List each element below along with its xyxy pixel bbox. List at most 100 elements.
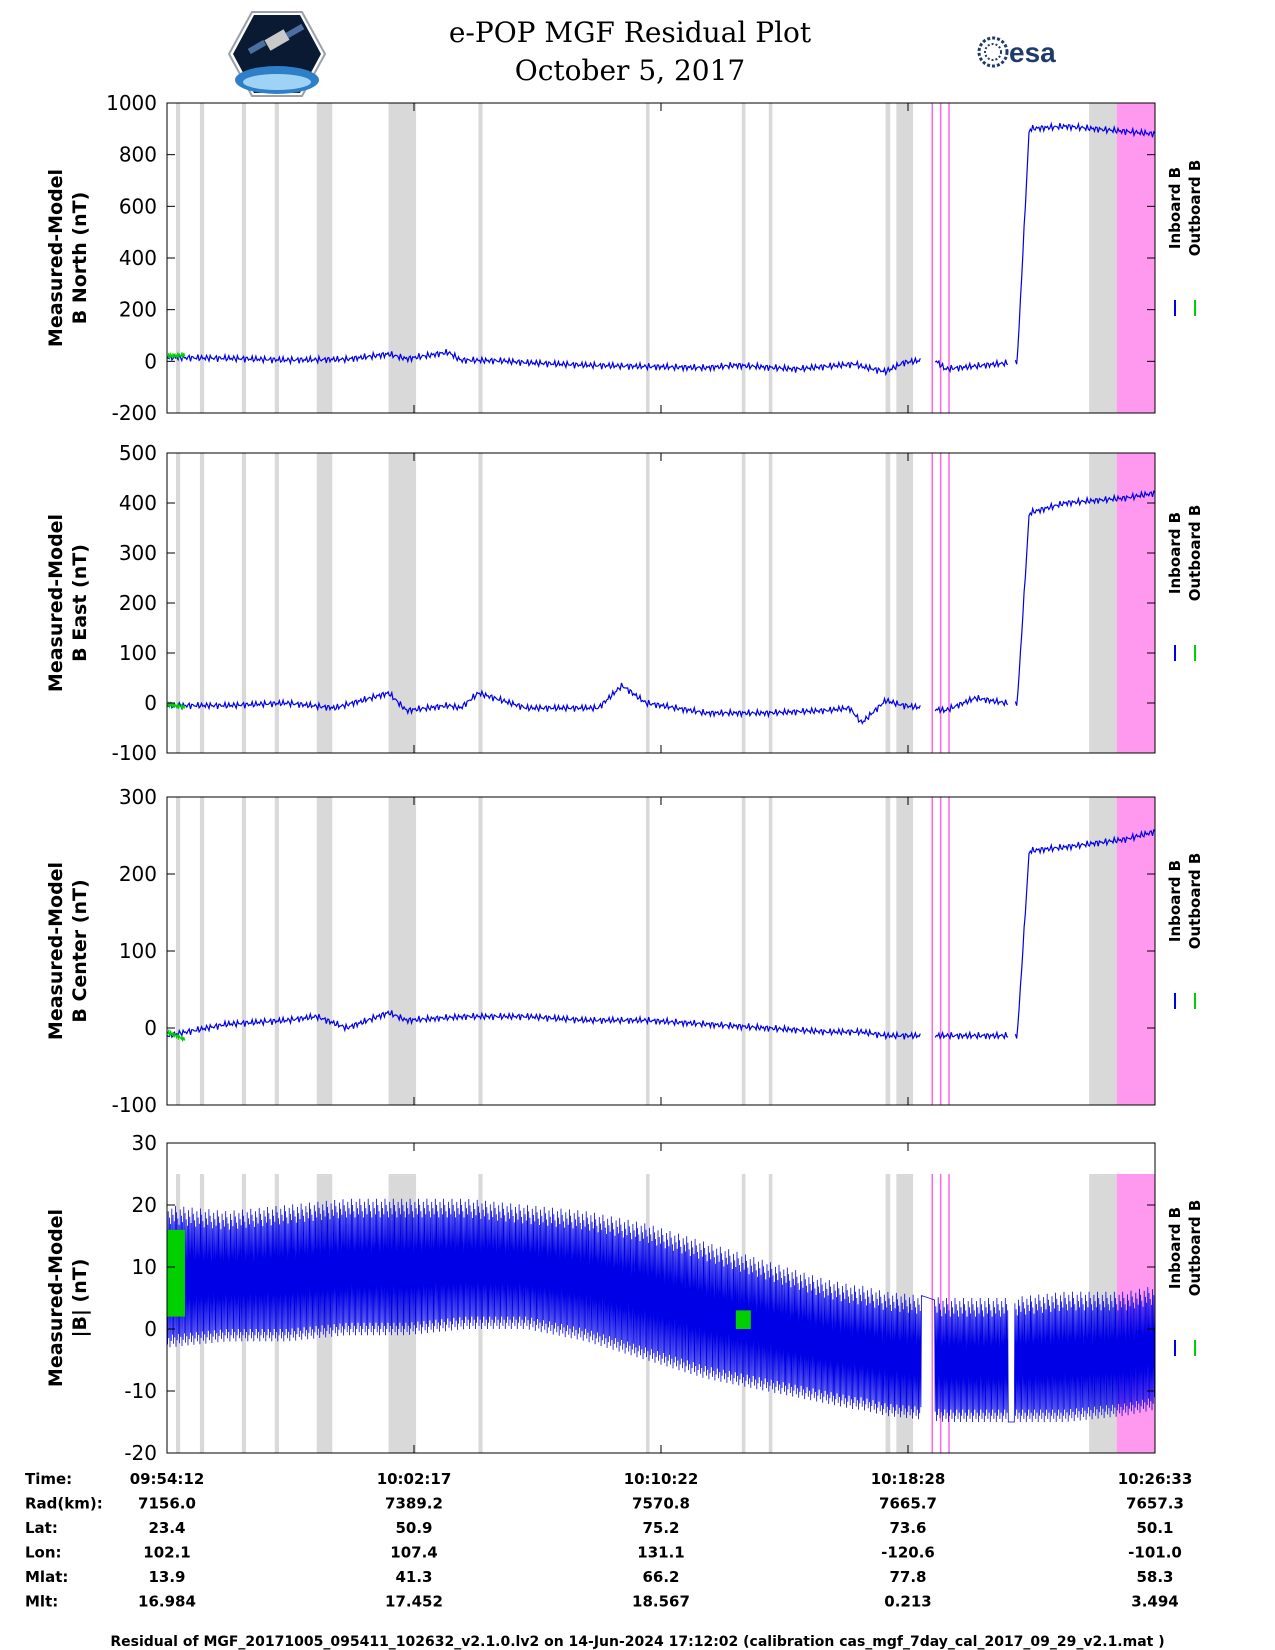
series-line-inboard-b [166, 348, 921, 377]
time-axis-value: 50.1 [1136, 1519, 1173, 1537]
gap-shade [741, 453, 746, 753]
y-tick-label: 600 [119, 194, 157, 218]
gap-shade [1089, 453, 1117, 753]
gap-shade [316, 453, 333, 753]
time-axis-value: 7665.7 [879, 1495, 937, 1513]
gap-shade [175, 453, 181, 753]
time-axis-row-label: Mlat: [25, 1568, 68, 1586]
y-tick-label: 20 [132, 1193, 157, 1217]
esa-logo-wordmark: esa [1009, 37, 1056, 68]
legend-label: Inboard B [1166, 1207, 1184, 1289]
y-axis-label-line: Measured-Model [45, 862, 67, 1040]
time-axis-row-label: Lon: [25, 1544, 62, 1562]
series-line-inboard-b [1014, 121, 1156, 365]
gap-shade [768, 797, 773, 1105]
time-axis-value: 7389.2 [385, 1495, 443, 1513]
series-line-inboard-b [1014, 828, 1156, 1039]
gap-shade [646, 453, 650, 753]
chart-title: e-POP MGF Residual Plot October 5, 2017 [400, 14, 860, 90]
y-axis-label-line: |B| (nT) [69, 1259, 91, 1338]
y-tick-label: 0 [144, 1016, 157, 1040]
gap-shade [316, 103, 333, 413]
panel-4: -20 -10 0 10 20 30 Measured-Model |B| (nT) Inboa… [45, 1131, 1204, 1465]
y-axis-label: Measured-Model B Center (nT) [45, 862, 91, 1040]
time-axis-value: 10:26:33 [1118, 1470, 1193, 1488]
time-axis-value: 107.4 [390, 1544, 437, 1562]
time-axis-value: 18.567 [632, 1593, 690, 1611]
series-line-inboard-b [166, 1010, 921, 1041]
y-tick-label: 100 [119, 641, 157, 665]
gap-shade [241, 103, 247, 413]
y-axis-label: Measured-Model B East (nT) [45, 514, 91, 692]
gap-shade [885, 453, 891, 753]
date-line: October 5, 2017 [514, 54, 746, 87]
y-tick-label: 0 [144, 691, 157, 715]
gap-shade [175, 103, 181, 413]
series-line-inboard-b [934, 1030, 1009, 1041]
series-line-outboard-b [167, 1229, 185, 1317]
gap-shade [478, 103, 483, 413]
y-tick-label: 800 [119, 143, 157, 167]
gap-shade [478, 453, 483, 753]
y-tick-label: 400 [119, 491, 157, 515]
time-axis-value: 41.3 [395, 1568, 432, 1586]
esa-logo: esa [977, 36, 1056, 68]
y-tick-label: 300 [119, 541, 157, 565]
y-tick-label: 200 [119, 298, 157, 322]
legend-label: Outboard B [1186, 1200, 1204, 1297]
panel-2: -100 0 100 200 300 400 500 Measured-Model B East… [45, 441, 1204, 765]
gap-shade [741, 797, 746, 1105]
time-axis-value: 17.452 [385, 1593, 443, 1611]
time-axis-value: 09:54:12 [130, 1470, 205, 1488]
time-axis-value: 58.3 [1136, 1568, 1173, 1586]
time-axis-value: -120.6 [881, 1544, 935, 1562]
time-axis-value: 10:02:17 [377, 1470, 452, 1488]
gap-shade [388, 453, 417, 753]
panel-1: -200 0 200 400 600 800 1000 Measured-Model B Nor… [45, 91, 1204, 425]
gap-shade [274, 453, 279, 753]
time-axis-value: 73.6 [889, 1519, 926, 1537]
gap-shade [478, 797, 483, 1105]
y-tick-label: -100 [112, 741, 157, 765]
legend-label: Outboard B [1186, 160, 1204, 257]
gap-shade [768, 453, 773, 753]
gap-shade [241, 797, 247, 1105]
time-axis-value: 50.9 [395, 1519, 432, 1537]
panel-3: -100 0 100 200 300 Measured-Model B Center (nT… [45, 785, 1204, 1117]
y-tick-label: -100 [112, 1093, 157, 1117]
gap-shade [646, 797, 650, 1105]
legend-label: Outboard B [1186, 505, 1204, 602]
legend: Inboard B Outboard B [1166, 505, 1204, 661]
time-axis-row-label: Time: [25, 1470, 72, 1488]
series-line-outboard-b [166, 351, 186, 361]
series-line-inboard-b [166, 682, 921, 725]
footer-caption: Residual of MGF_20171005_095411_102632_v… [110, 1634, 1165, 1650]
time-axis-value: 131.1 [637, 1544, 684, 1562]
y-tick-label: -20 [124, 1441, 157, 1465]
y-axis-label-line: B Center (nT) [69, 879, 91, 1022]
time-axis-row-label: Mlt: [25, 1593, 58, 1611]
y-axis-label-line: B East (nT) [69, 544, 91, 662]
y-axis-label-line: B North (nT) [69, 192, 91, 325]
time-axis-value: 77.8 [889, 1568, 926, 1586]
gap-shade [896, 103, 914, 413]
y-tick-label: 500 [119, 441, 157, 465]
gap-shade [388, 103, 417, 413]
y-tick-label: 200 [119, 591, 157, 615]
time-axis-value: 7657.3 [1126, 1495, 1184, 1513]
time-axis-value: 75.2 [642, 1519, 679, 1537]
legend-label: Inboard B [1166, 860, 1184, 942]
time-axis-value: 10:10:22 [624, 1470, 699, 1488]
y-tick-label: 400 [119, 246, 157, 270]
gap-shade [241, 453, 247, 753]
series-line-outboard-b-2 [735, 1310, 751, 1329]
time-axis-value: 7570.8 [632, 1495, 690, 1513]
gap-shade [646, 103, 650, 413]
series-line-outboard-b [166, 1029, 186, 1043]
gap-shade [388, 797, 417, 1105]
gap-shade [1089, 103, 1117, 413]
y-tick-label: 300 [119, 785, 157, 809]
cassiope-mission-logo [228, 11, 326, 97]
time-axis-value: 23.4 [148, 1519, 185, 1537]
y-axis-label: Measured-Model B North (nT) [45, 169, 91, 347]
